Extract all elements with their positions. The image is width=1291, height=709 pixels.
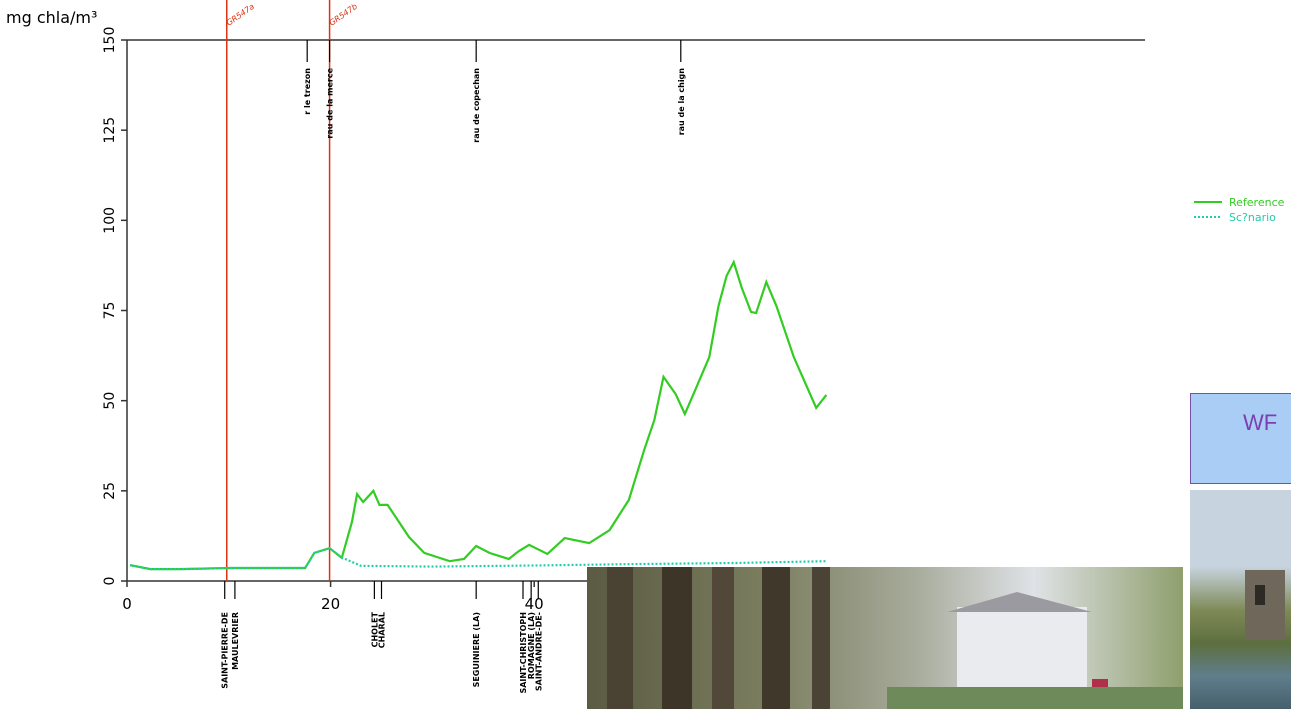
x-tick-label: 40 xyxy=(525,595,544,613)
photo-ruin-shapes xyxy=(1190,490,1291,709)
page: mg chla/m³ 0 25 50 75 100 125 150 0 20 40 GR547a GR… xyxy=(0,0,1291,709)
tributary-label: rau de la merce xyxy=(326,67,335,138)
town-label: MAULEVRIER xyxy=(231,612,240,670)
legend-label: Sc?nario xyxy=(1229,211,1276,224)
legend-label: Reference xyxy=(1229,196,1285,209)
x-tick-label: 20 xyxy=(321,595,340,613)
wf-panel[interactable]: WF xyxy=(1190,393,1291,484)
series-line xyxy=(130,548,826,569)
y-tick-label: 150 xyxy=(102,27,118,54)
photo-mill xyxy=(587,567,1183,709)
y-tick-label: 50 xyxy=(102,392,118,410)
tributary-label: r le trezon xyxy=(303,68,312,115)
marker-label: GR547a xyxy=(225,2,256,28)
photo-ruin xyxy=(1190,490,1291,709)
tributary-label: rau de copechan xyxy=(472,68,481,143)
y-tick-label: 125 xyxy=(102,117,118,144)
y-tick-label: 75 xyxy=(102,302,118,320)
y-tick-label: 0 xyxy=(102,577,118,586)
x-tick-label: 0 xyxy=(122,595,132,613)
marker-label: GR547b xyxy=(328,2,359,28)
town-label: SAINT-ANDRE-DE- xyxy=(534,612,543,691)
town-label: SEGUINIERE (LA) xyxy=(472,612,481,687)
y-tick-label: 100 xyxy=(102,207,118,234)
photo-trees xyxy=(587,567,1183,709)
series-line xyxy=(130,262,826,569)
tributary-label: rau de la chign xyxy=(677,68,686,136)
y-tick-label: 25 xyxy=(102,482,118,500)
wf-label: WF xyxy=(1243,410,1277,435)
town-label: CHARAL xyxy=(378,612,387,648)
y-axis-label: mg chla/m³ xyxy=(6,8,97,27)
town-label: SAINT-PIERRE-DE xyxy=(221,612,230,689)
